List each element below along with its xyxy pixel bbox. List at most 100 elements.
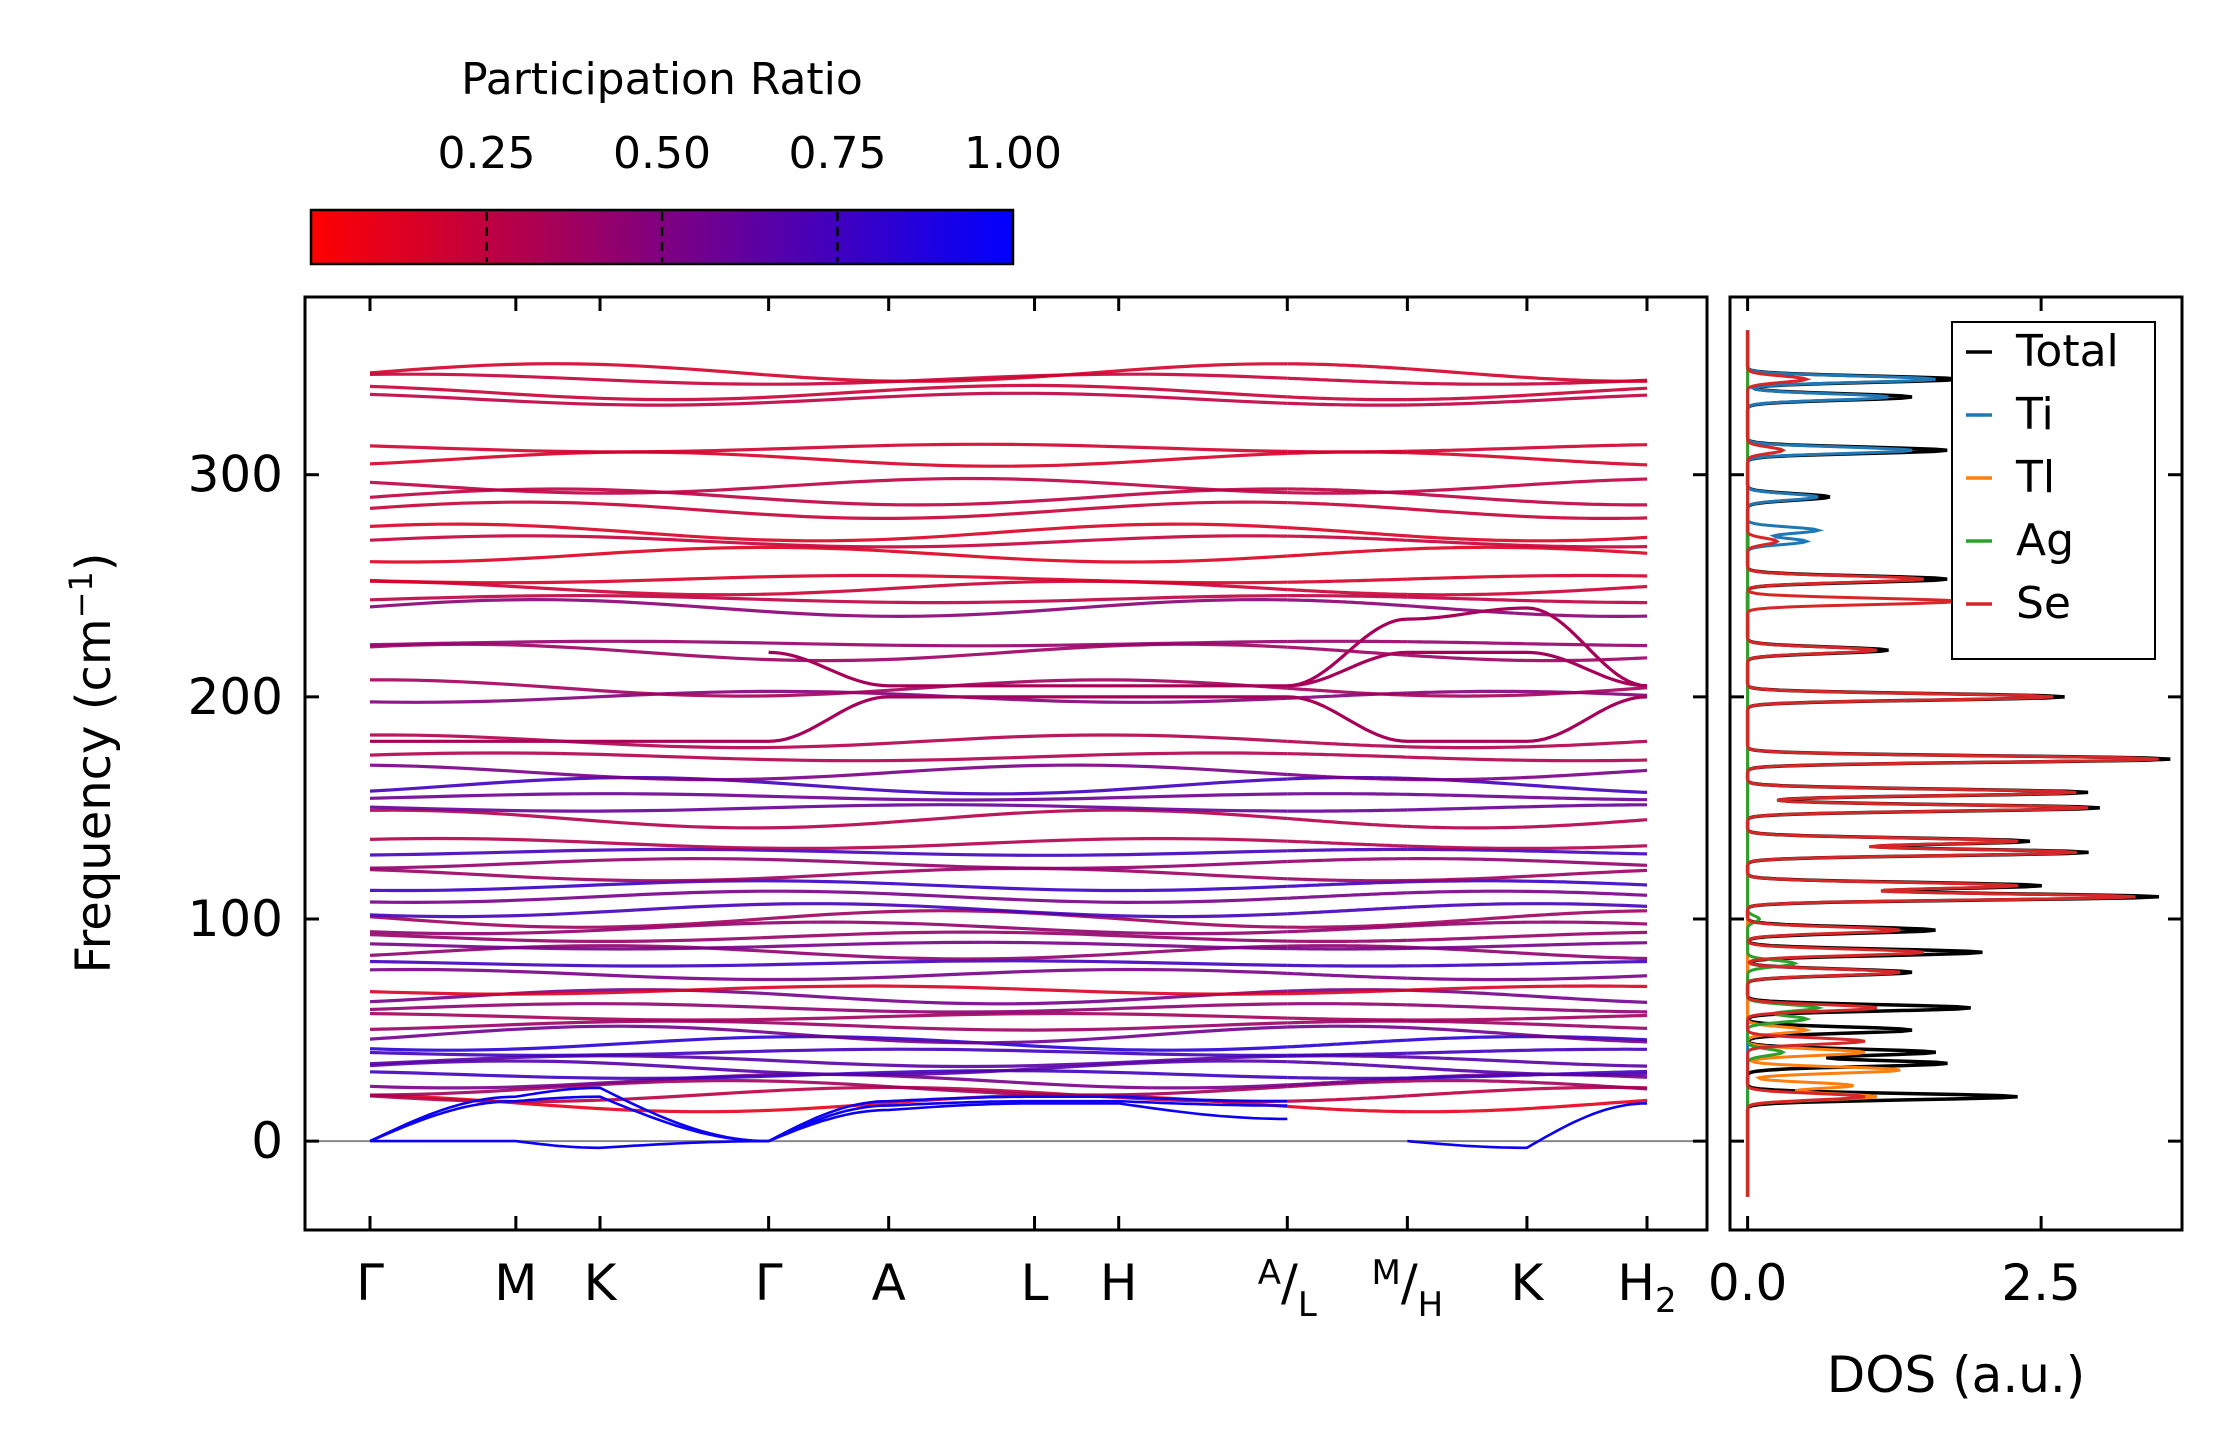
- phonon-band: [1407, 393, 1648, 407]
- x-tick-label: L: [1021, 1254, 1049, 1312]
- phonon-band: [369, 545, 1288, 564]
- phonon-band: [1407, 451, 1648, 467]
- phonon-band: [1407, 988, 1648, 1004]
- phonon-band: [1287, 1104, 1408, 1114]
- phonon-band: [1407, 507, 1648, 521]
- x-tick-label: K: [1511, 1254, 1545, 1312]
- phonon-band: [369, 792, 1288, 802]
- phonon-band: [1407, 1098, 1648, 1114]
- phonon-band: [1287, 971, 1408, 980]
- phonon-band: [1407, 477, 1648, 494]
- phonon-band: [369, 442, 1288, 454]
- phonon-band: [1407, 847, 1648, 856]
- phonon-band: [1407, 941, 1648, 950]
- phonon-band: [1287, 1051, 1408, 1057]
- x-tick-label: M: [494, 1254, 537, 1312]
- phonon-band: [1407, 584, 1648, 597]
- phonon-band: [369, 889, 1288, 905]
- legend-label-tl: Tl: [2015, 452, 2055, 503]
- phonon-band: [369, 803, 1288, 813]
- phonon-band: [1287, 686, 1408, 697]
- phonon-band: [369, 500, 1288, 521]
- phonon-band: [1287, 944, 1408, 949]
- phonon-band: [369, 959, 1288, 968]
- phonon-band: [1407, 868, 1648, 883]
- phonon-band: [1287, 1075, 1408, 1080]
- phonon-band: [1287, 905, 1408, 916]
- phonon-band: [1407, 443, 1648, 453]
- phonon-band: [369, 689, 1288, 704]
- phonon-band: [1407, 1055, 1648, 1068]
- phonon-band: [369, 984, 1288, 996]
- legend-label-ag: Ag: [2016, 515, 2074, 566]
- phonon-band: [1407, 920, 1648, 928]
- phonon-band: [1287, 877, 1408, 883]
- phonon-band: [1287, 401, 1408, 407]
- acoustic-branch-LA: [369, 1086, 1288, 1143]
- phonon-band: [369, 808, 1288, 830]
- phonon-band: [1287, 577, 1408, 584]
- phonon-band: [1407, 686, 1648, 698]
- phonon-band: [370, 733, 1288, 750]
- phonon-band: [369, 856, 1288, 870]
- phonon-band: [369, 879, 1288, 893]
- phonon-band: [1287, 816, 1408, 828]
- phonon-band: [1407, 959, 1648, 968]
- phonon-band: [1407, 545, 1648, 555]
- acoustic-branch-TA1: [370, 1102, 1288, 1150]
- phonon-band: [1407, 689, 1648, 697]
- phonon-band: [369, 1011, 1288, 1022]
- legend-label-ti: Ti: [2015, 389, 2054, 440]
- x-tick-label: H2: [1617, 1254, 1676, 1321]
- phonon-band: [1287, 490, 1408, 495]
- phonon-band: [369, 372, 1288, 386]
- phonon-band: [369, 902, 1288, 919]
- phonon-band: [1287, 880, 1408, 888]
- phonon-band: [369, 909, 1288, 929]
- x-tick-label: Γ: [356, 1254, 384, 1312]
- phonon-band: [370, 678, 1288, 698]
- dos-axes-frame: [1728, 295, 2184, 1232]
- phonon-band: [1287, 534, 1408, 542]
- phonon-band: [1287, 547, 1408, 558]
- phonon-band: [369, 775, 1288, 796]
- phonon-band: [1287, 1094, 1408, 1103]
- phonon-band: [1407, 1013, 1648, 1022]
- x-tick-label: Γ: [755, 1254, 783, 1312]
- phonon-band: [1287, 891, 1408, 900]
- phonon-band: [1287, 922, 1408, 929]
- dos-panel: 0.0 2.5 DOS (a.u.) Total Ti Tl Ag Se: [1708, 295, 2184, 1404]
- phonon-band: [1287, 449, 1408, 454]
- dos-legend: Total Ti Tl Ag Se: [1951, 321, 2156, 660]
- phonon-band: [1287, 362, 1408, 371]
- phonon-band: [369, 930, 1288, 944]
- phonon-band: [369, 1024, 1288, 1045]
- phonon-band: [369, 383, 1288, 402]
- colorbar: Participation Ratio 0.25 0.50 0.75 1.00: [309, 54, 1062, 266]
- dos-x-axis-label: DOS (a.u.): [1827, 1346, 2086, 1404]
- phonon-band: [1287, 1038, 1408, 1049]
- phonon-band: [369, 1047, 1288, 1057]
- phonon-band: [1407, 755, 1648, 763]
- phonon-band: [1407, 739, 1648, 750]
- phonon-band: [1407, 818, 1648, 830]
- phonon-band: [1287, 598, 1408, 608]
- phonon-band: [1407, 1026, 1648, 1044]
- phonon-band: [369, 751, 1288, 763]
- phonon-band: [1407, 1019, 1648, 1030]
- phonon-band: [369, 1078, 1288, 1097]
- phonon-band: [369, 1054, 1288, 1069]
- colorbar-tick-label: 1.00: [964, 128, 1062, 179]
- phonon-band: [1407, 792, 1647, 802]
- phonon-band: [1407, 844, 1648, 851]
- phonon-band: [1287, 1060, 1408, 1069]
- phonon-band: [369, 573, 1288, 585]
- phonon-band: [1407, 930, 1648, 942]
- dos-x-tick-label: 2.5: [2001, 1254, 2081, 1312]
- phonon-band: [1287, 1002, 1408, 1007]
- band-axes-frame: [303, 295, 1709, 1232]
- phonon-band: [1407, 640, 1648, 648]
- phonon-band: [369, 940, 1288, 951]
- phonon-band: [369, 597, 1288, 619]
